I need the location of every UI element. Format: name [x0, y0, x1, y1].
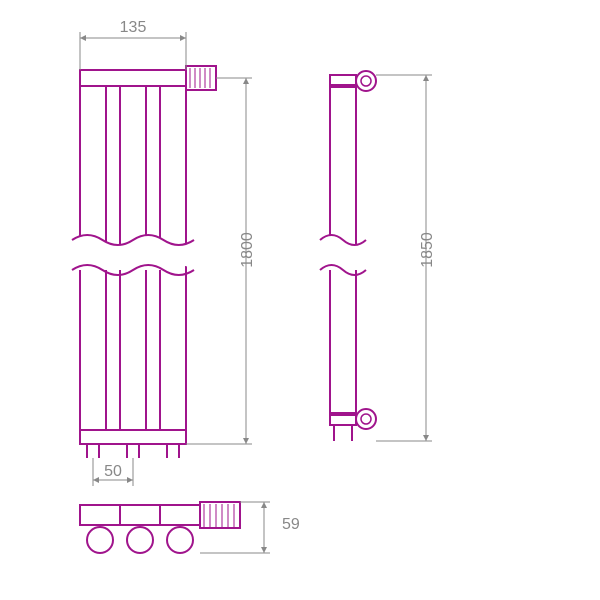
front-view: 135 50 1800	[72, 19, 256, 486]
dim-width-top: 135	[120, 19, 147, 36]
dim-depth: 59	[282, 516, 300, 533]
dim-height-front: 1800	[239, 232, 256, 268]
dim-height-side: 1850	[419, 232, 436, 268]
top-view: 59	[80, 502, 300, 553]
dim-spacing-bottom: 50	[104, 463, 122, 480]
side-view: 1850	[320, 71, 436, 441]
technical-drawing: 135 50 1800 1850 59	[0, 0, 600, 600]
